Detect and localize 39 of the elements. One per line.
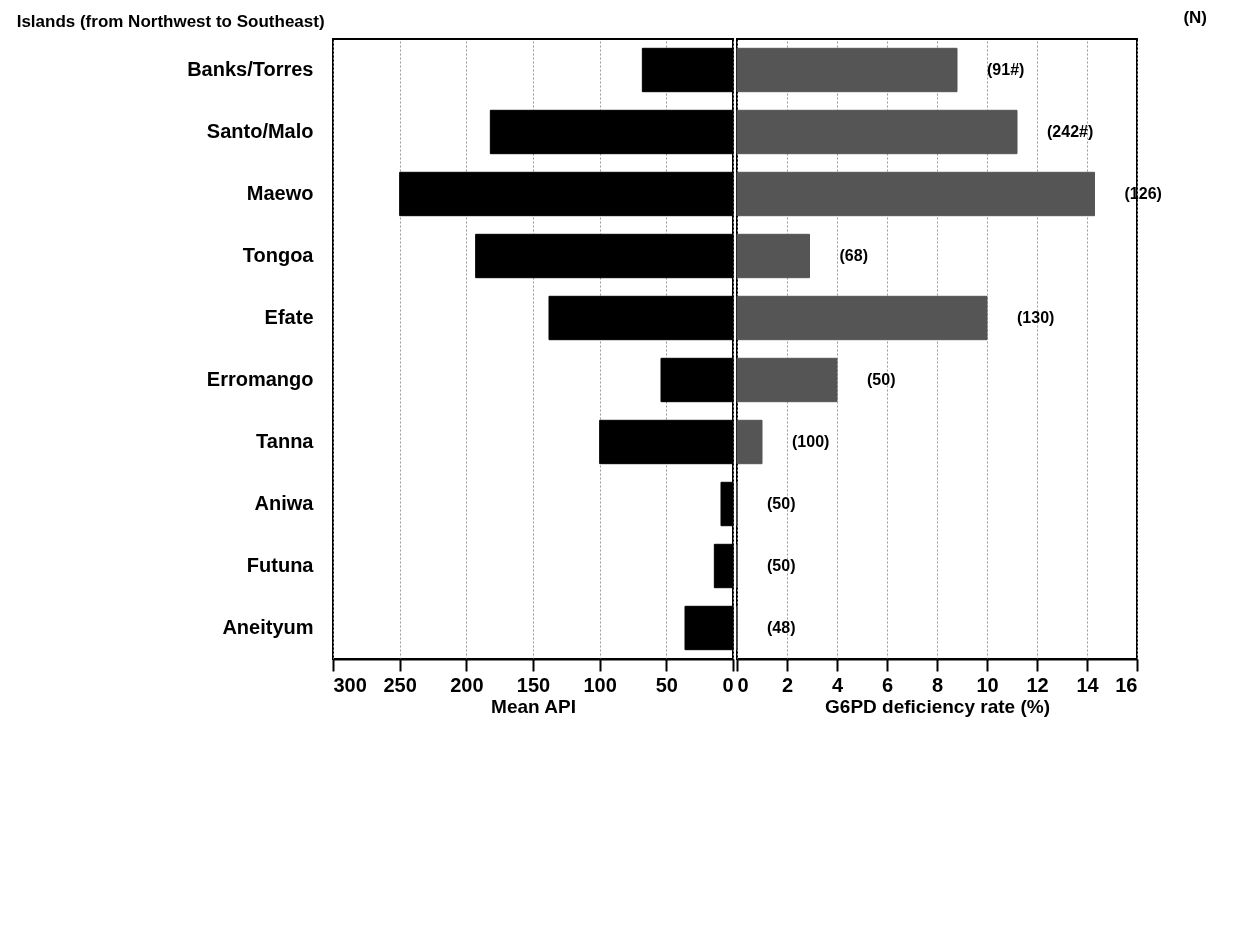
y-tick-label: Tongoa [242, 244, 315, 266]
annotation: (130) [1017, 309, 1055, 326]
annotation: (100) [792, 433, 830, 450]
annotation: (48) [767, 619, 796, 636]
y-tick-label: Aneityum [222, 616, 314, 638]
x-tick-label: 10 [976, 673, 999, 696]
x-tick-label: 16 [1115, 673, 1138, 696]
x-tick-label: 14 [1076, 673, 1100, 696]
y-tick-label: Erromango [206, 368, 314, 390]
x-tick-label: 0 [737, 673, 749, 696]
annotation: (50) [867, 371, 896, 388]
y-tick-label: Efate [264, 306, 314, 328]
y-tick-label: Aniwa [254, 492, 315, 514]
x-tick-label: 150 [516, 673, 551, 696]
y-tick-label: Santo/Malo [206, 120, 314, 142]
annotation: (50) [767, 495, 796, 512]
text: (N) [1183, 8, 1207, 27]
y-tick-label: Tanna [256, 430, 315, 452]
x-tick-label: 4 [831, 673, 844, 696]
annotation: (50) [767, 557, 796, 574]
annotation: (91#) [987, 61, 1025, 78]
x-tick-label: 12 [1026, 673, 1049, 696]
x-axis-title: Mean API [491, 695, 576, 717]
y-tick-label: Banks/Torres [187, 58, 314, 80]
x-tick-label: 200 [450, 673, 484, 696]
x-tick-label: 50 [655, 673, 678, 696]
annotation: (242#) [1047, 123, 1094, 140]
x-tick-label: 0 [722, 673, 734, 696]
x-tick-label: 2 [781, 673, 794, 696]
x-tick-label: 100 [583, 673, 617, 696]
y-tick-label: Maewo [246, 182, 314, 204]
text: Islands (from Northwest to Southeast) [16, 12, 325, 31]
x-tick-label: 250 [383, 673, 417, 696]
annotation: (68) [839, 247, 868, 264]
y-tick-label: Futuna [246, 554, 315, 576]
x-axis-title: G6PD deficiency rate (%) [825, 695, 1050, 717]
x-tick-label: 6 [881, 673, 894, 696]
x-tick-label: 8 [931, 673, 944, 696]
x-tick-label: 300 [333, 673, 367, 696]
